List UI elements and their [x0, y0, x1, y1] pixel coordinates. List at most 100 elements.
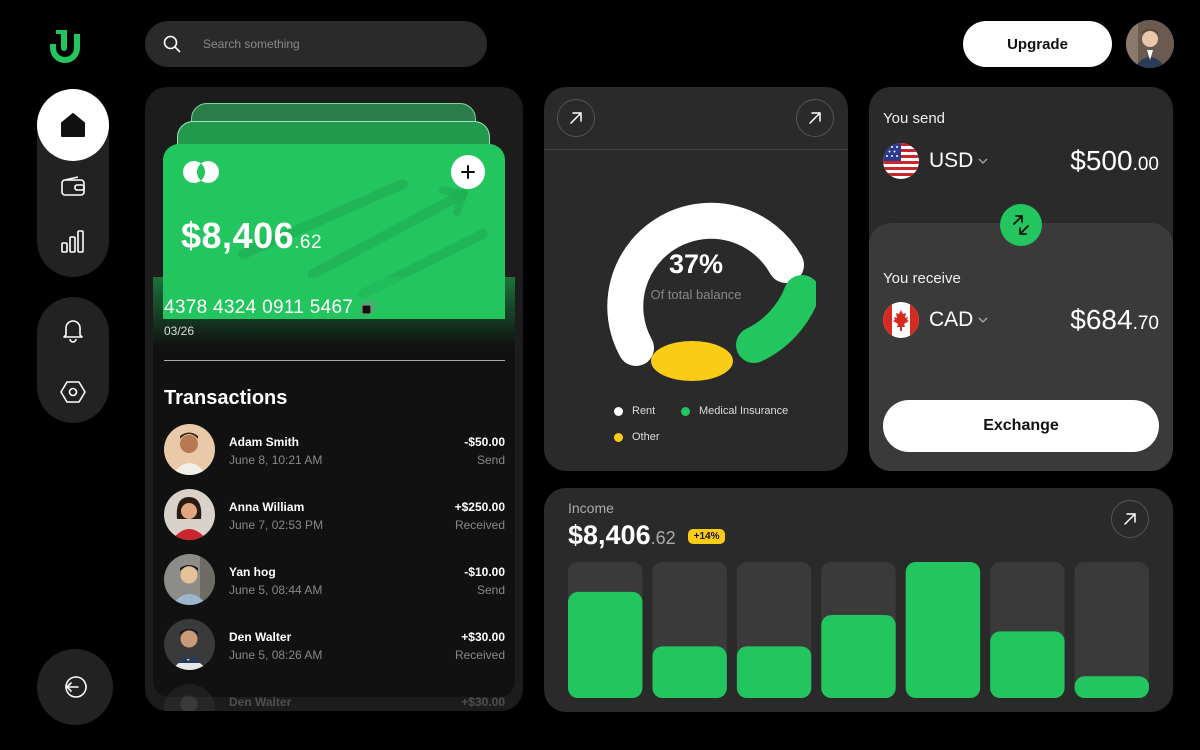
legend-item-rent: Rent — [614, 405, 655, 417]
exchange-button[interactable]: Exchange — [883, 400, 1159, 452]
card-number: 4378 4324 0911 5467 — [164, 297, 354, 318]
sidebar-item-wallet[interactable] — [37, 167, 109, 207]
legend-dot-medical-insurance — [681, 406, 690, 416]
donut-segment-rent — [607, 202, 804, 366]
sidebar-item-notifications[interactable] — [37, 310, 109, 350]
donut-segment-other — [651, 341, 733, 381]
transaction-row[interactable]: Yan hog June 5, 08:44 AM -$10.00 Send — [164, 554, 505, 619]
transactions-title: Transactions — [164, 387, 288, 409]
avatar — [164, 424, 215, 475]
search-bar — [145, 21, 487, 67]
receive-label: You receive — [883, 270, 961, 287]
balance-donut-chart — [607, 202, 816, 381]
user-avatar-image — [1126, 20, 1174, 68]
send-amount[interactable]: $500.00 — [1070, 145, 1159, 177]
avatar — [164, 489, 215, 540]
legend-label: Medical Insurance — [699, 405, 789, 417]
legend-dot-rent — [614, 406, 623, 416]
balance-chart-panel: 37% Of total balance Rent Medical Insura… — [544, 87, 848, 471]
logout-button[interactable] — [37, 649, 113, 725]
income-bar[interactable] — [821, 615, 896, 698]
transaction-name: Yan hog — [229, 565, 276, 579]
transaction-amount: +$30.00 — [461, 630, 505, 644]
card-balance-cents: .62 — [294, 232, 323, 253]
send-currency-select[interactable]: USD — [883, 143, 988, 179]
card-balance-main: $8,406 — [181, 215, 295, 256]
avatar — [164, 684, 215, 711]
sidebar-item-home[interactable] — [37, 89, 109, 161]
income-bar-track — [1074, 562, 1149, 698]
search-input[interactable] — [203, 37, 443, 51]
transaction-amount: -$50.00 — [464, 435, 505, 449]
income-panel: Income $8,406.62 +14% — [544, 488, 1173, 712]
avatar — [164, 554, 215, 605]
legend-dot-other — [614, 432, 623, 442]
transaction-amount: -$10.00 — [464, 565, 505, 579]
card-expiry: 03/26 — [164, 324, 195, 338]
transaction-name: Den Walter — [229, 695, 292, 709]
income-bar[interactable] — [990, 631, 1065, 698]
chevron-down-icon — [978, 158, 988, 164]
transaction-name: Adam Smith — [229, 435, 300, 449]
receive-amount: $684.70 — [1070, 304, 1159, 336]
income-bar[interactable] — [905, 562, 981, 698]
donut-segment-medical-insurance — [736, 275, 816, 363]
swap-currency-button[interactable] — [1000, 204, 1042, 246]
open-income-button[interactable] — [1111, 500, 1149, 538]
swap-icon — [1013, 215, 1029, 235]
transaction-date: June 7, 02:53 PM — [229, 518, 324, 532]
transaction-date: June 8, 10:21 AM — [229, 453, 323, 467]
card-brand-icon — [183, 161, 219, 183]
transaction-row[interactable]: Den Walter +$30.00 — [164, 684, 505, 711]
card-number-row: 4378 4324 0911 5467 — [164, 297, 375, 319]
send-label: You send — [883, 110, 946, 127]
transaction-date: June 5, 08:44 AM — [229, 583, 323, 597]
add-card-button[interactable] — [451, 155, 485, 189]
card-balance: $8,406.62 — [181, 215, 322, 257]
chart-divider — [544, 149, 848, 150]
transaction-type: Send — [476, 583, 505, 597]
send-amount-cents: .00 — [1132, 154, 1159, 175]
transaction-row[interactable]: Adam Smith June 8, 10:21 AM -$50.00 Send — [164, 424, 505, 489]
sidebar-item-stats[interactable] — [37, 221, 109, 261]
app-logo — [50, 30, 80, 63]
transactions-list: Adam Smith June 8, 10:21 AM -$50.00 Send… — [164, 424, 505, 711]
copy-icon[interactable] — [361, 301, 375, 315]
settings-icon — [60, 381, 86, 403]
income-bar[interactable] — [652, 646, 727, 698]
income-bar[interactable] — [736, 646, 812, 698]
transaction-amount: +$30.00 — [461, 695, 505, 709]
transaction-amount: +$250.00 — [454, 500, 505, 514]
receive-amount-cents: .70 — [1132, 313, 1159, 334]
legend-item-other: Other — [614, 431, 660, 443]
chevron-down-icon — [978, 317, 988, 323]
card-glow — [153, 277, 515, 347]
transaction-type: Received — [454, 648, 505, 662]
canada-flag-icon — [883, 302, 919, 338]
user-avatar[interactable] — [1126, 20, 1174, 68]
wallet-icon — [61, 176, 85, 196]
upgrade-button[interactable]: Upgrade — [963, 21, 1112, 67]
income-bar-chart — [568, 562, 1149, 698]
income-label: Income — [568, 500, 614, 516]
search-icon — [163, 35, 181, 53]
income-amount-cents: .62 — [650, 528, 676, 548]
plus-icon — [461, 165, 475, 179]
open-chart-button[interactable] — [796, 99, 834, 137]
transaction-row[interactable]: Anna William June 7, 02:53 PM +$250.00 R… — [164, 489, 505, 554]
legend-label: Other — [632, 431, 660, 443]
legend-item-medical-insurance: Medical Insurance — [681, 405, 788, 417]
income-amount: $8,406.62 +14% — [568, 520, 726, 551]
balance-percent-caption: Of total balance — [650, 287, 742, 302]
transaction-row[interactable]: Den Walter June 5, 08:26 AM +$30.00 Rece… — [164, 619, 505, 684]
income-bar[interactable] — [1074, 676, 1149, 698]
income-change-badge: +14% — [687, 529, 726, 544]
expand-chart-button[interactable] — [557, 99, 595, 137]
receive-currency-select[interactable]: CAD — [883, 302, 988, 338]
income-bar[interactable] — [568, 591, 643, 698]
arrow-up-right-icon — [1124, 513, 1136, 525]
income-amount-main: $8,406 — [568, 520, 651, 550]
bell-icon — [63, 320, 83, 343]
sidebar-item-settings[interactable] — [37, 372, 109, 412]
transaction-type: Send — [476, 453, 505, 467]
